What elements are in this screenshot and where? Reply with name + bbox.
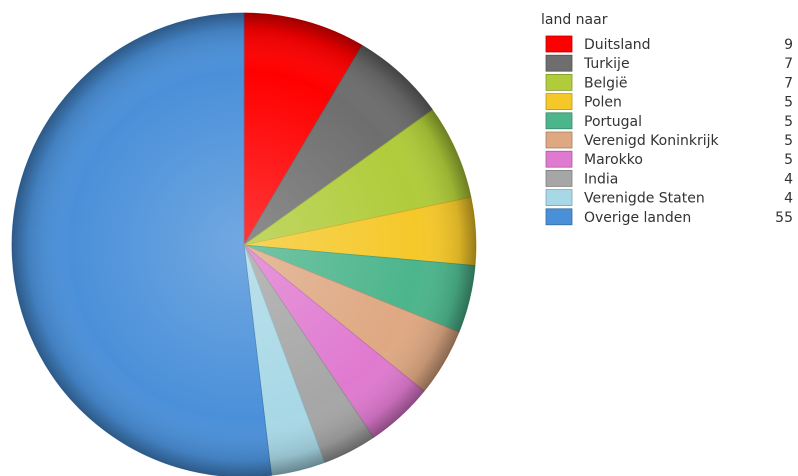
legend-label-india: India xyxy=(584,171,618,187)
pie-slice-overige-landen[interactable] xyxy=(11,12,272,476)
legend-value-belgie: 7 xyxy=(784,75,793,91)
legend-label-portugal: Portugal xyxy=(584,114,642,130)
legend-value-duitsland: 9 xyxy=(784,37,793,53)
legend-label-duitsland: Duitsland xyxy=(584,37,651,53)
legend-value-portugal: 5 xyxy=(784,114,793,130)
legend-value-india: 4 xyxy=(784,171,793,187)
legend-label-polen: Polen xyxy=(584,95,622,111)
legend: land naar Duitsland 9 Turkije 7 België 7 Polen… xyxy=(541,12,793,226)
legend-swatch-overige-landen xyxy=(545,208,573,226)
legend-label-verenigd-koninkrijk: Verenigd Koninkrijk xyxy=(584,133,719,149)
legend-swatch-portugal xyxy=(545,112,573,130)
legend-swatch-duitsland xyxy=(545,35,573,53)
legend-swatch-verenigde-staten xyxy=(545,189,573,207)
legend-value-verenigde-staten: 4 xyxy=(784,191,793,207)
legend-value-marokko: 5 xyxy=(784,152,793,168)
legend-swatch-india xyxy=(545,169,573,187)
legend-label-verenigde-staten: Verenigde Staten xyxy=(584,191,705,207)
legend-value-turkije: 7 xyxy=(784,56,793,72)
legend-label-turkije: Turkije xyxy=(583,56,630,72)
legend-title: land naar xyxy=(541,12,608,28)
legend-swatch-turkije xyxy=(545,54,573,72)
legend-swatch-verenigd-koninkrijk xyxy=(545,131,573,149)
legend-value-overige-landen: 55 xyxy=(775,210,793,226)
legend-label-overige-landen: Overige landen xyxy=(584,210,691,226)
legend-swatch-marokko xyxy=(545,150,573,168)
legend-swatch-polen xyxy=(545,93,573,110)
legend-label-marokko: Marokko xyxy=(584,152,643,168)
legend-value-verenigd-koninkrijk: 5 xyxy=(784,133,793,149)
legend-label-belgie: België xyxy=(584,75,628,91)
legend-value-polen: 5 xyxy=(784,95,793,111)
legend-swatch-belgie xyxy=(545,74,573,91)
pie-slices xyxy=(11,12,477,476)
